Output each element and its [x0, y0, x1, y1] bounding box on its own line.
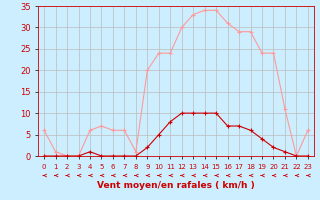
X-axis label: Vent moyen/en rafales ( km/h ): Vent moyen/en rafales ( km/h ) — [97, 181, 255, 190]
